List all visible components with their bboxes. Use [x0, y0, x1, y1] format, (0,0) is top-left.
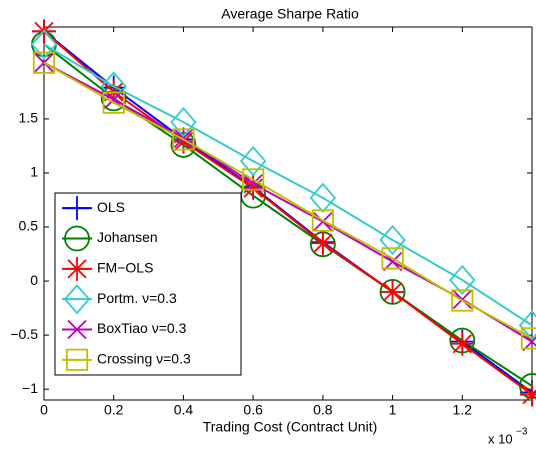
marker [310, 231, 335, 256]
legend-marker [63, 283, 91, 315]
y-tick-label: 0.5 [19, 218, 39, 234]
marker [520, 327, 536, 350]
marker [172, 128, 195, 151]
marker [100, 85, 127, 112]
legend-marker [67, 319, 87, 340]
legend-label: Portm. ν=0.3 [97, 290, 177, 306]
x-tick-label: 1 [389, 402, 397, 418]
y-tick-label: −1 [22, 380, 38, 396]
series-line [43, 30, 533, 396]
marker [32, 51, 56, 74]
legend-marker [65, 256, 89, 281]
x-tick-label: 0.6 [243, 402, 263, 418]
x-tick-label: 0.2 [104, 402, 124, 418]
legend-label: FM−OLS [97, 260, 153, 276]
marker [309, 231, 336, 258]
chart-title: Average Sharpe Ratio [221, 6, 359, 22]
marker [309, 182, 337, 213]
legend-label: Crossing ν=0.3 [97, 351, 191, 367]
y-tick-label: −0.5 [10, 326, 38, 342]
marker [242, 168, 265, 191]
y-tick-label: 1.5 [19, 110, 39, 126]
marker [518, 310, 536, 341]
marker [450, 331, 475, 356]
marker [171, 129, 196, 154]
y-tick-label: 0 [30, 272, 38, 288]
marker [520, 382, 536, 407]
x-exponent-base: x 10 [488, 431, 513, 446]
series-line [43, 43, 533, 327]
marker [451, 289, 474, 312]
x-exponent: −3 [516, 427, 528, 438]
marker [519, 373, 536, 399]
x-tick-label: 0.4 [174, 402, 194, 418]
legend-box [54, 192, 242, 376]
legend-marker [64, 225, 90, 252]
y-tick-label: 1 [30, 164, 38, 180]
marker [30, 29, 58, 60]
series-line [43, 61, 533, 340]
marker [381, 247, 404, 270]
marker [241, 176, 266, 201]
legend-label: BoxTiao ν=0.3 [97, 320, 187, 336]
marker [311, 209, 334, 232]
legend-label: Johansen [97, 229, 158, 245]
marker [379, 224, 406, 256]
marker [170, 106, 197, 138]
legend-marker [65, 196, 89, 221]
marker [102, 91, 125, 114]
marker [449, 264, 476, 296]
legend-marker [65, 348, 89, 371]
x-tick-label: 1.2 [453, 402, 473, 418]
x-axis-label: Trading Cost (Contract Unit) [203, 419, 378, 435]
legend-label: OLS [97, 199, 125, 215]
marker [380, 279, 405, 304]
x-tick-label: 0.8 [313, 402, 333, 418]
marker [240, 182, 267, 209]
x-tick-label: 0 [40, 402, 48, 418]
marker [239, 145, 267, 177]
